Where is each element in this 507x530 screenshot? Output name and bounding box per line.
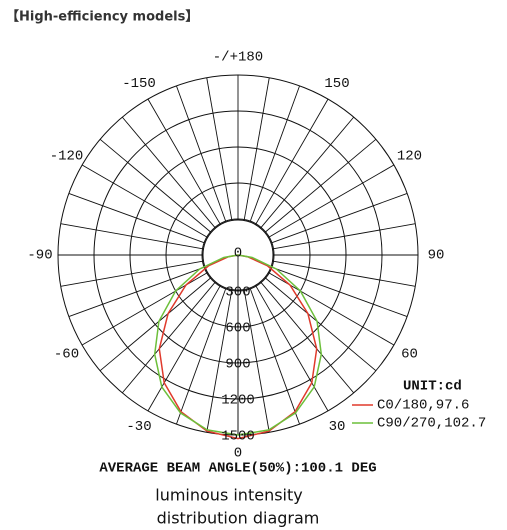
radial-tick-label: 0 bbox=[234, 246, 242, 262]
beam-angle-note: AVERAGE BEAM ANGLE(50%):100.1 DEG bbox=[99, 461, 376, 477]
spoke bbox=[176, 287, 227, 425]
angle-tick-label: 120 bbox=[397, 149, 422, 165]
spoke bbox=[99, 138, 212, 233]
spoke bbox=[249, 287, 300, 425]
caption: luminous intensity bbox=[155, 486, 302, 505]
spoke bbox=[270, 193, 408, 244]
angle-tick-label: 30 bbox=[329, 419, 346, 435]
radial-tick-label: 600 bbox=[225, 321, 250, 337]
angle-grid-line bbox=[268, 164, 395, 238]
angle-tick-label: -60 bbox=[54, 347, 79, 363]
legend-label: C0/180,97.6 bbox=[377, 398, 469, 414]
spoke bbox=[121, 281, 216, 394]
intensity-curve bbox=[158, 254, 318, 440]
legend-label: C90/270,102.7 bbox=[377, 416, 486, 432]
spoke bbox=[272, 260, 416, 287]
spoke bbox=[121, 116, 216, 229]
spoke bbox=[60, 223, 204, 250]
spoke bbox=[264, 138, 377, 233]
spoke bbox=[249, 85, 300, 223]
angle-tick-label: -30 bbox=[126, 419, 151, 435]
intensity-curve bbox=[153, 254, 323, 436]
spoke bbox=[270, 266, 408, 317]
spoke bbox=[260, 281, 355, 394]
angle-tick-label: 60 bbox=[401, 347, 418, 363]
radial-tick-label: 1200 bbox=[221, 393, 255, 409]
angle-grid-line bbox=[255, 285, 329, 412]
spoke bbox=[68, 266, 206, 317]
spoke bbox=[272, 223, 416, 250]
spoke bbox=[206, 77, 233, 221]
spoke bbox=[243, 77, 270, 221]
spoke bbox=[68, 193, 206, 244]
angle-tick-label: 90 bbox=[428, 248, 445, 264]
angle-tick-label: -150 bbox=[122, 76, 156, 92]
angle-tick-label: -120 bbox=[50, 149, 84, 165]
angle-grid-line bbox=[147, 285, 221, 412]
spoke bbox=[99, 277, 212, 372]
angle-grid-line bbox=[255, 98, 329, 225]
angle-grid-line bbox=[147, 98, 221, 225]
spoke bbox=[206, 289, 233, 433]
caption: distribution diagram bbox=[157, 509, 320, 528]
angle-tick-label: 0 bbox=[234, 446, 242, 462]
angle-tick-label: -90 bbox=[27, 248, 52, 264]
spoke bbox=[243, 289, 270, 433]
header: 【High-efficiency models】 bbox=[6, 9, 198, 25]
angle-tick-label: 150 bbox=[324, 76, 349, 92]
radial-tick-label: 300 bbox=[225, 285, 250, 301]
angle-grid-line bbox=[81, 164, 208, 238]
angle-tick-label: -/+180 bbox=[213, 50, 263, 66]
spoke bbox=[260, 116, 355, 229]
spoke bbox=[176, 85, 227, 223]
radial-tick-label: 1500 bbox=[221, 429, 255, 445]
polar-chart: -/+1801501209060300-30-60-90-120-1500300… bbox=[27, 50, 486, 462]
spoke bbox=[60, 260, 204, 287]
legend-title: UNIT:cd bbox=[403, 379, 462, 395]
spoke bbox=[264, 277, 377, 372]
radial-tick-label: 900 bbox=[225, 357, 250, 373]
